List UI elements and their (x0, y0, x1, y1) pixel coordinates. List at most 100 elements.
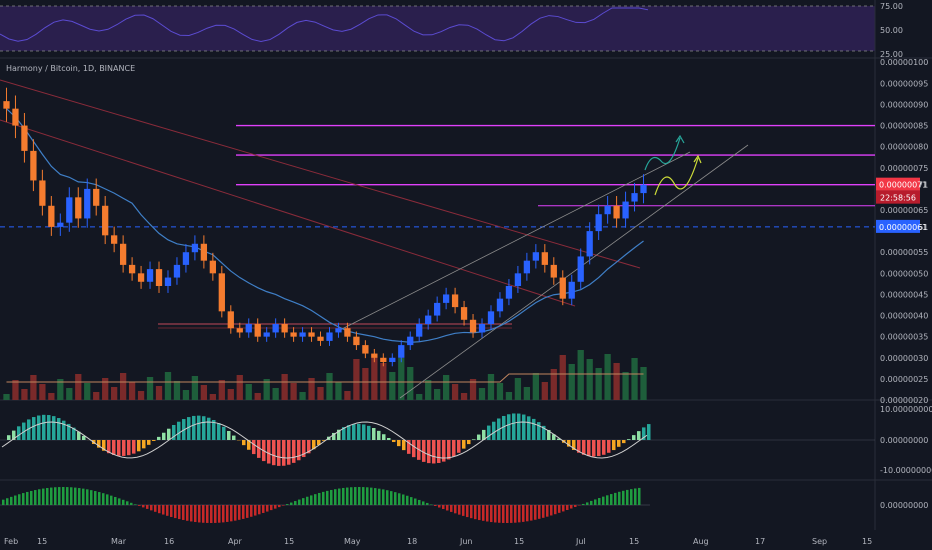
macd-histogram-bar (337, 429, 341, 440)
macd-tick-label: 0.00000000 (880, 436, 928, 445)
candle-body (613, 205, 620, 219)
macd-histogram-bar (187, 417, 191, 440)
time-tick-label: Mar (111, 537, 127, 546)
osc-histogram-bar (514, 505, 517, 523)
osc-histogram-bar (202, 505, 205, 523)
osc-histogram-bar (490, 505, 493, 523)
osc-histogram-bar (394, 492, 397, 505)
macd-histogram-bar (632, 435, 636, 440)
volume-bar (389, 372, 396, 400)
osc-histogram-bar (358, 487, 361, 505)
osc-histogram-bar (138, 505, 141, 506)
macd-histogram-bar (422, 440, 426, 462)
osc-histogram-bar (618, 491, 621, 505)
macd-histogram-bar (602, 440, 606, 455)
volume-bar (613, 363, 620, 400)
time-tick-label: 17 (755, 537, 765, 546)
osc-histogram-bar (62, 487, 65, 505)
osc-histogram-bar (630, 489, 633, 505)
osc-histogram-bar (6, 498, 9, 505)
osc-histogram-bar (46, 488, 49, 505)
macd-histogram-bar (82, 435, 86, 440)
volume-bar (335, 382, 342, 400)
candle-body (173, 264, 181, 278)
macd-histogram-bar (372, 428, 376, 440)
price-tags: 0.00000071 22:58:56 0.00000061 (876, 177, 927, 233)
osc-histogram-bar (322, 491, 325, 505)
macd-histogram-bar (292, 440, 296, 463)
osc-histogram-bar (342, 487, 345, 505)
macd-pane (0, 413, 875, 466)
osc-histogram-bar (266, 505, 269, 512)
osc-histogram-bar (146, 505, 149, 509)
macd-histogram-bar (257, 440, 261, 458)
price-tick-label: 0.00000090 (880, 100, 928, 109)
volume-bar (299, 392, 306, 400)
osc-histogram-bar (374, 488, 377, 505)
volume-bar (442, 375, 450, 400)
osc-histogram-bar (262, 505, 265, 513)
osc-histogram-bar (626, 489, 629, 505)
macd-histogram-bar (482, 429, 486, 440)
osc-histogram-bar (378, 488, 381, 505)
volume-bar (84, 383, 91, 400)
osc-histogram-bar (186, 505, 189, 521)
osc-histogram-bar (482, 505, 485, 521)
osc-histogram-bar (166, 505, 169, 516)
candle-body (191, 243, 199, 253)
macd-histogram-bar (277, 440, 281, 466)
macd-histogram-bar (427, 440, 431, 464)
volume-ma-line (6, 373, 644, 383)
candle-body (389, 357, 396, 362)
macd-histogram-bar (622, 440, 626, 444)
horizontal-levels (0, 124, 875, 329)
osc-histogram-bar (110, 495, 113, 505)
candle-body (254, 324, 261, 337)
macd-histogram-bar (252, 440, 256, 455)
volume-bar (146, 377, 154, 400)
macd-histogram-bar (457, 440, 461, 453)
macd-signal-line (1, 421, 648, 459)
macd-histogram-bar (12, 430, 16, 440)
volume-bar (75, 374, 82, 400)
volume-bar (595, 368, 602, 400)
candle-body (308, 332, 315, 337)
price-tick-label: 0.00000045 (880, 290, 928, 299)
osc-histogram-bar (622, 490, 625, 505)
osc-histogram-bar (254, 505, 257, 516)
candle-body (640, 184, 647, 194)
candle-body (326, 332, 333, 341)
candle-body (523, 260, 531, 274)
macd-histogram-bar (637, 431, 641, 440)
osc-histogram-bar (222, 505, 225, 523)
time-tick-label: Aug (693, 537, 709, 546)
osc-histogram-bar (118, 498, 121, 505)
candle-body (57, 222, 64, 227)
volume-bar (586, 359, 593, 400)
osc-histogram-bar (270, 505, 273, 511)
candle-body (559, 277, 566, 299)
macd-histogram-bar (472, 439, 476, 440)
osc-histogram-bar (554, 505, 557, 515)
macd-histogram-bar (362, 424, 366, 440)
candle-body (209, 260, 216, 274)
osc-histogram-bar (366, 487, 369, 505)
ascending-channel-line (399, 144, 749, 399)
macd-histogram-bar (42, 414, 46, 440)
osc-histogram-bar (438, 505, 441, 508)
price-tick-label: 0.00000025 (880, 375, 928, 384)
osc-histogram-bar (2, 499, 5, 505)
macd-histogram-bar (222, 426, 226, 440)
macd-histogram-bar (302, 440, 306, 458)
arrow-head (675, 134, 685, 144)
rsi-line (0, 7, 649, 43)
osc-histogram-bar (106, 494, 109, 505)
volume-bar (353, 359, 360, 400)
osc-histogram-bar (478, 505, 481, 521)
macd-histogram-bar (242, 440, 246, 446)
volume-bar (137, 391, 145, 400)
osc-histogram-bar (410, 497, 413, 505)
osc-histogram-bar (634, 488, 637, 505)
osc-histogram-bar (286, 504, 289, 505)
candle-body (146, 269, 154, 282)
